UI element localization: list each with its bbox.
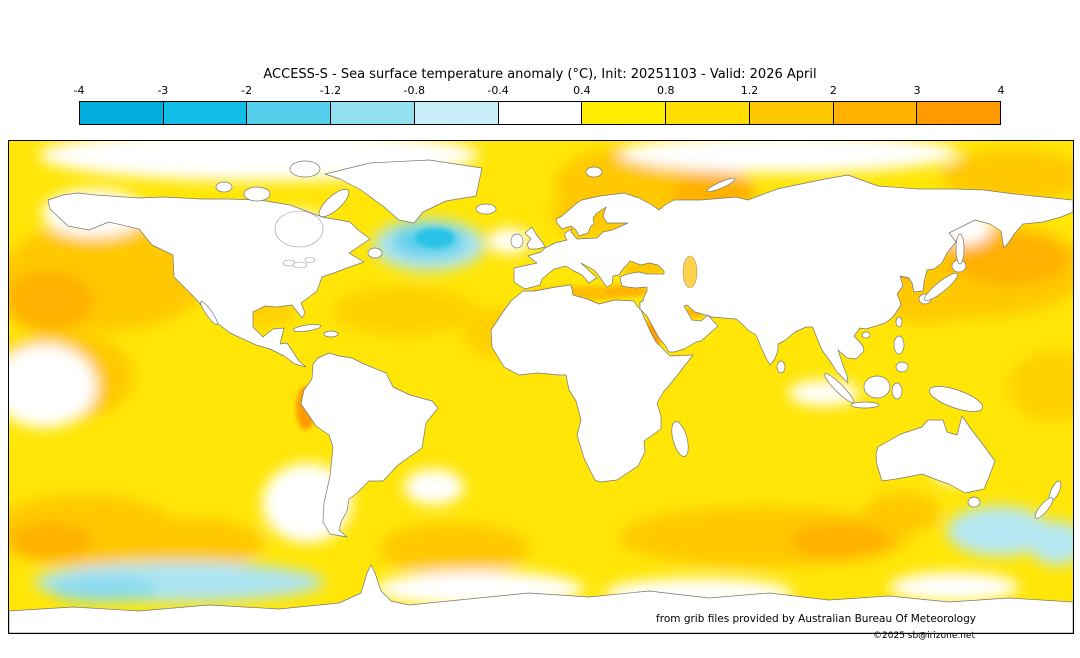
colorbar-segment-7	[666, 102, 750, 124]
land-tasmania	[967, 496, 981, 508]
land-greenland	[324, 159, 483, 224]
colorbar-tick-label: 0.8	[656, 84, 675, 97]
colorbar-tick-label: -3	[157, 84, 169, 97]
colorbar-tick-label: -0.4	[487, 84, 509, 97]
hudson-bay-outline	[274, 210, 324, 248]
colorbar-bar	[79, 101, 1001, 125]
anomaly-region-n-atlantic-neutral	[487, 228, 531, 254]
world-map	[9, 141, 1073, 633]
colorbar-segment-3	[331, 102, 415, 124]
land-sri-lanka	[776, 360, 786, 374]
land-great-britain	[524, 226, 546, 250]
anomaly-region-w-pacific-tropics-warm	[1009, 351, 1073, 421]
colorbar-tick-label: 3	[913, 84, 921, 97]
land-victoria-island	[243, 186, 271, 202]
anomaly-region-s-atlantic-warm	[379, 523, 529, 575]
anomaly-region-se-pacific-edge-cold	[1029, 521, 1073, 565]
colorbar-tick-label: -0.8	[403, 84, 425, 97]
land-borneo	[863, 375, 891, 399]
anomaly-region-kuroshio-warm	[884, 291, 968, 323]
anomaly-region-n-atlantic-cold-core	[415, 228, 455, 248]
islands	[200, 160, 1062, 519]
anomaly-field-smooth	[9, 141, 1073, 608]
anomaly-region-s-atlantic-neutral	[404, 469, 464, 505]
land-hispaniola	[323, 330, 339, 338]
colorbar-segment-2	[247, 102, 332, 124]
colorbar-tick-label: 4	[997, 84, 1005, 97]
anomaly-region-nw-pacific-warm-core	[949, 233, 1069, 285]
map-frame: from grib files provided by Australian B…	[8, 140, 1074, 634]
lake-michigan-huron	[292, 261, 308, 269]
colorbar-segment-6	[582, 102, 667, 124]
landmasses	[9, 159, 1073, 633]
colorbar-segment-8	[749, 102, 834, 124]
colorbar-segment-9	[833, 102, 918, 124]
anomaly-region-arctic-central-neutral	[619, 141, 959, 173]
land-sakhalin	[955, 233, 965, 265]
anomaly-region-south-of-nz-cold	[947, 506, 1051, 556]
land-south-america	[300, 352, 439, 538]
land-baja-california	[200, 301, 218, 325]
colorbar-segment-10	[917, 102, 1001, 124]
land-africa	[490, 284, 694, 483]
colorbar-tick-label: -1.2	[319, 84, 342, 97]
land-banks-island	[215, 181, 233, 193]
land-new-guinea	[929, 386, 983, 412]
land-ellesmere	[289, 160, 321, 178]
credit-provider: from grib files provided by Australian B…	[656, 613, 976, 625]
land-taiwan	[895, 316, 903, 328]
land-honshu	[924, 272, 958, 302]
colorbar-tick-label: -2	[241, 84, 253, 97]
land-australia	[875, 415, 996, 494]
land-iceland	[475, 203, 497, 215]
colorbar: -4 -3 -2 -1.2 -0.8 -0.4 0.4 0.8 1.2 2 3 4	[74, 84, 1005, 128]
anomaly-region-eq-east-pacific-neutral	[9, 344, 96, 428]
land-svalbard	[585, 166, 603, 178]
caspian-sea	[682, 255, 698, 289]
land-hainan	[861, 331, 871, 339]
colorbar-ticks-row: -4 -3 -2 -1.2 -0.8 -0.4 0.4 0.8 1.2 2 3 4	[74, 84, 1005, 100]
colorbar-segment-4	[414, 102, 499, 124]
land-java	[850, 401, 880, 409]
land-cuba	[292, 324, 322, 332]
colorbar-segment-1	[163, 102, 248, 124]
anomaly-region-s-ocean-cold-core	[49, 576, 159, 602]
land-sulawesi	[891, 382, 903, 400]
land-ireland	[510, 233, 524, 249]
land-luzon	[893, 335, 905, 355]
land-nz-south-island	[1034, 497, 1054, 519]
colorbar-tick-label: 2	[829, 84, 837, 97]
anomaly-region-bering-chukchi-warm	[942, 150, 1073, 202]
colorbar-tick-label: -4	[73, 84, 85, 97]
anomaly-region-ne-pacific-warm-core	[9, 271, 94, 331]
land-novaya-zemlya	[706, 177, 736, 193]
land-sumatra	[824, 373, 854, 403]
colorbar-segment-0	[80, 102, 164, 124]
colorbar-tick-label: 1.2	[740, 84, 759, 97]
land-antarctica	[9, 564, 1073, 633]
land-baffin-island	[318, 188, 350, 218]
colorbar-tick-label: 0.4	[573, 84, 591, 97]
anomaly-region-s-pacific-central-warm-core	[9, 523, 93, 559]
anomaly-region-s-ocean-neutral-3	[889, 572, 1019, 602]
colorbar-segment-5	[498, 102, 583, 124]
land-madagascar	[671, 421, 689, 457]
anomaly-region-s-pacific-mid-warm	[124, 518, 264, 570]
credit-copyright: ©2025 sb@irizone.net	[873, 631, 975, 641]
land-eurasia	[513, 174, 1073, 384]
lakes-and-inland-seas	[274, 210, 698, 289]
chart-title: ACCESS-S - Sea surface temperature anoma…	[263, 67, 817, 82]
lake-ontario-erie	[304, 257, 316, 263]
land-mindanao	[895, 361, 909, 373]
anomaly-region-tasman-warm	[864, 493, 940, 533]
land-newfoundland	[367, 247, 383, 259]
anomaly-region-n-atlantic-central-warm	[332, 287, 476, 335]
anomaly-region-south-of-australia-warm-core	[789, 523, 893, 559]
